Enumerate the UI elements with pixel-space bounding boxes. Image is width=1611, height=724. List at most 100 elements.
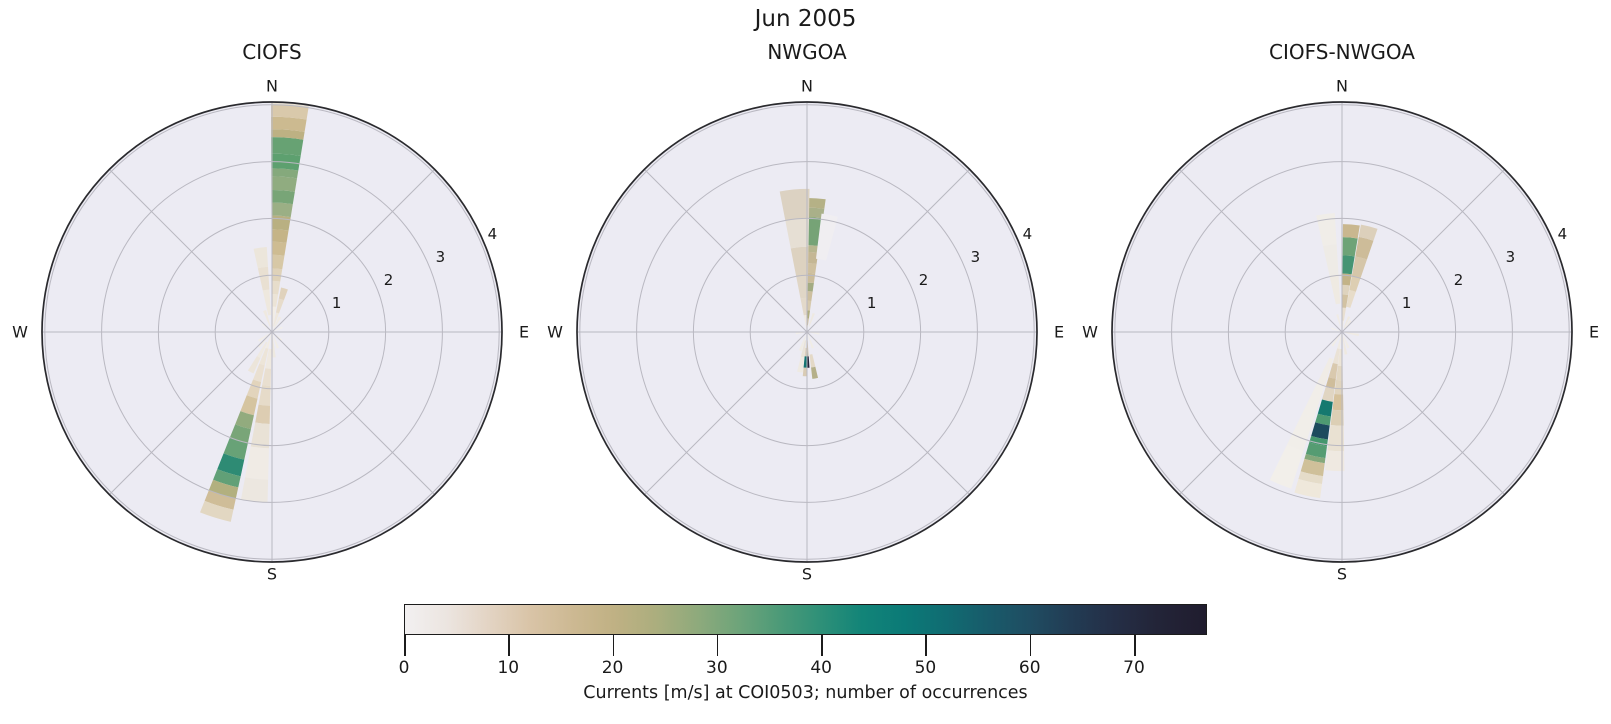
rose-petal-segment: [807, 300, 812, 311]
colorbar-tick-mark: [716, 635, 719, 656]
rose-petal-segment: [200, 500, 234, 522]
rose-petal-segment: [213, 469, 241, 488]
rose-petal-segment: [1316, 212, 1337, 247]
rose-petal-segment: [259, 347, 269, 366]
rose-petal-segment: [785, 218, 809, 249]
rose-petal-segment: [271, 168, 299, 179]
radial-tick-label: 4: [488, 225, 498, 243]
rose-petal-segment: [247, 356, 261, 374]
rose-petal-segment: [1342, 255, 1355, 275]
rose-petal-segment: [1305, 442, 1327, 459]
rose-petal-segment: [246, 379, 262, 399]
rose-petal-segment: [240, 477, 269, 503]
rose-petal-segment: [250, 422, 270, 449]
rose-petal-segment: [217, 453, 245, 477]
radial-tick-label: 3: [1506, 248, 1516, 266]
rose-petal-segment: [1322, 244, 1339, 277]
subplot-title: CIOFS-NWGOA: [1269, 40, 1415, 64]
compass-label-west: W: [12, 323, 28, 342]
rose-petal-segment: [278, 287, 288, 301]
rose-petal-segment: [257, 266, 270, 291]
rose-petal-segment: [1331, 334, 1341, 347]
rose-petal-segment: [1302, 383, 1325, 419]
compass-label-north: N: [266, 77, 278, 96]
rose-petal-segment: [1342, 307, 1347, 321]
rose-petal-segment: [807, 197, 826, 209]
colorbar-tick-label: 40: [810, 658, 832, 678]
rose-petal-segment: [1351, 256, 1367, 279]
colorbar-tick-label: 70: [1123, 658, 1145, 678]
colorbar-label: Currents [m/s] at COI0503; number of occ…: [583, 683, 1028, 703]
colorbar-tick-label: 60: [1018, 658, 1041, 678]
rose-petal-segment: [273, 312, 279, 327]
rose-petal-segment: [258, 385, 271, 406]
rose-petal-segment: [271, 293, 279, 307]
compass-label-south: S: [267, 565, 277, 584]
rose-petal-segment: [807, 207, 825, 219]
rose-petal-segment: [271, 306, 277, 332]
rose-petal-segment: [208, 479, 239, 499]
colorbar-tick-mark: [404, 635, 406, 656]
radial-tick-label: 2: [384, 271, 394, 289]
rose-petal-segment: [790, 246, 809, 277]
rose-petal-segment: [1336, 365, 1343, 381]
rose-petal-segment: [807, 356, 810, 368]
rose-petal-segment: [271, 189, 295, 205]
radial-tick-label: 4: [1023, 225, 1033, 243]
rose-petal-segment: [1325, 450, 1345, 472]
rose-petal-segment: [1358, 224, 1378, 241]
rose-petal-segment: [807, 251, 819, 264]
colorbar-tick-label: 30: [706, 658, 728, 678]
grid-spoke: [1179, 169, 1505, 495]
rose-petal-segment: [1325, 377, 1336, 389]
rose-petal-segment: [271, 104, 309, 120]
rose-petal-segment: [271, 176, 298, 192]
rose-petal-segment: [798, 336, 806, 352]
rose-petal-segment: [258, 333, 270, 342]
radial-tick-label: 1: [1402, 294, 1412, 312]
rose-petal-segment: [275, 298, 284, 314]
rose-petal-segment: [1317, 399, 1333, 417]
compass-label-east: E: [1054, 323, 1064, 342]
rose-petal-segment: [1315, 413, 1331, 426]
rose-petal-segment: [1332, 394, 1344, 411]
rose-petal-segment: [1343, 320, 1352, 330]
rose-petal-segment: [235, 411, 254, 430]
rose-petal-segment: [808, 312, 815, 327]
subplot-title: NWGOA: [767, 40, 847, 64]
figure-title: Jun 2005: [754, 6, 857, 32]
compass-label-west: W: [547, 323, 563, 342]
colorbar-tick-label: 20: [601, 658, 624, 678]
rose-petal-segment: [1287, 413, 1314, 451]
rose-petal-segment: [272, 337, 276, 358]
rose-petal-segment: [1300, 458, 1325, 477]
rose-petal-segment: [1330, 409, 1344, 426]
compass-label-west: W: [1082, 323, 1098, 342]
rose-petal-segment: [1343, 316, 1351, 329]
radial-tick-label: 3: [436, 248, 446, 266]
compass-label-north: N: [801, 77, 813, 96]
rose-petal-segment: [256, 341, 268, 358]
rose-petal-segment: [779, 188, 810, 221]
radial-tick-label: 2: [1454, 271, 1464, 289]
rose-petal-segment: [253, 246, 269, 269]
rose-petal-segment: [807, 291, 813, 302]
rose-petal-segment: [808, 332, 820, 335]
rose-petal-segment: [807, 334, 814, 349]
rose-petal-segment: [253, 363, 265, 382]
polar-outline: [1111, 101, 1573, 563]
colorbar-tick-label: 0: [398, 658, 410, 678]
rose-petal-segment: [273, 326, 283, 332]
rose-petal-segment: [271, 280, 281, 295]
colorbar-tick-label: 10: [497, 658, 520, 678]
rose-petal-segment: [271, 254, 285, 270]
subplot-ciofs-nwgoa: 1 2 3 4 N E S W: [1082, 77, 1599, 584]
radial-tick-label: 2: [919, 271, 929, 289]
rose-petal-segment: [245, 446, 269, 480]
rose-petal-segment: [271, 129, 305, 140]
rose-petal-segment: [1269, 444, 1304, 489]
rose-petal-segment: [1355, 236, 1374, 260]
rose-petal-segment: [1336, 314, 1341, 327]
